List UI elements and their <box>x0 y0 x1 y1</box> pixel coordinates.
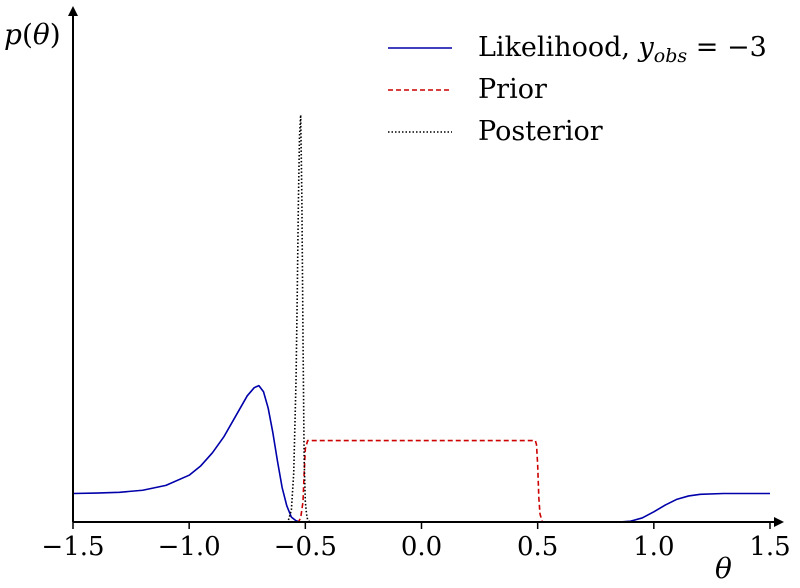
x-axis-label: θ <box>715 552 732 585</box>
legend-label: Likelihood, yobs = −3 <box>478 32 767 67</box>
x-tick-label: −0.5 <box>274 532 337 562</box>
legend-label: Posterior <box>478 116 603 147</box>
series-layer <box>72 114 770 523</box>
x-tick-label: 1.0 <box>633 532 674 562</box>
legend: Likelihood, yobs = −3 Prior Posterior <box>388 32 767 147</box>
x-tick-label: −1.0 <box>158 532 221 562</box>
x-tick-label: −1.5 <box>41 532 104 562</box>
axes <box>68 6 784 527</box>
x-tick-label: 1.5 <box>749 532 790 562</box>
x-tick-label: 0.0 <box>401 532 442 562</box>
y-axis-label: p(θ) <box>4 18 61 51</box>
series-line-likelihood <box>72 384 770 523</box>
legend-label: Prior <box>478 74 547 105</box>
series-line-prior <box>73 439 770 523</box>
x-ticks: −1.5 −1.0 −0.5 0.0 0.5 1.0 1.5 <box>41 522 791 562</box>
series-line-posterior <box>73 114 770 523</box>
x-tick-label: 0.5 <box>517 532 558 562</box>
